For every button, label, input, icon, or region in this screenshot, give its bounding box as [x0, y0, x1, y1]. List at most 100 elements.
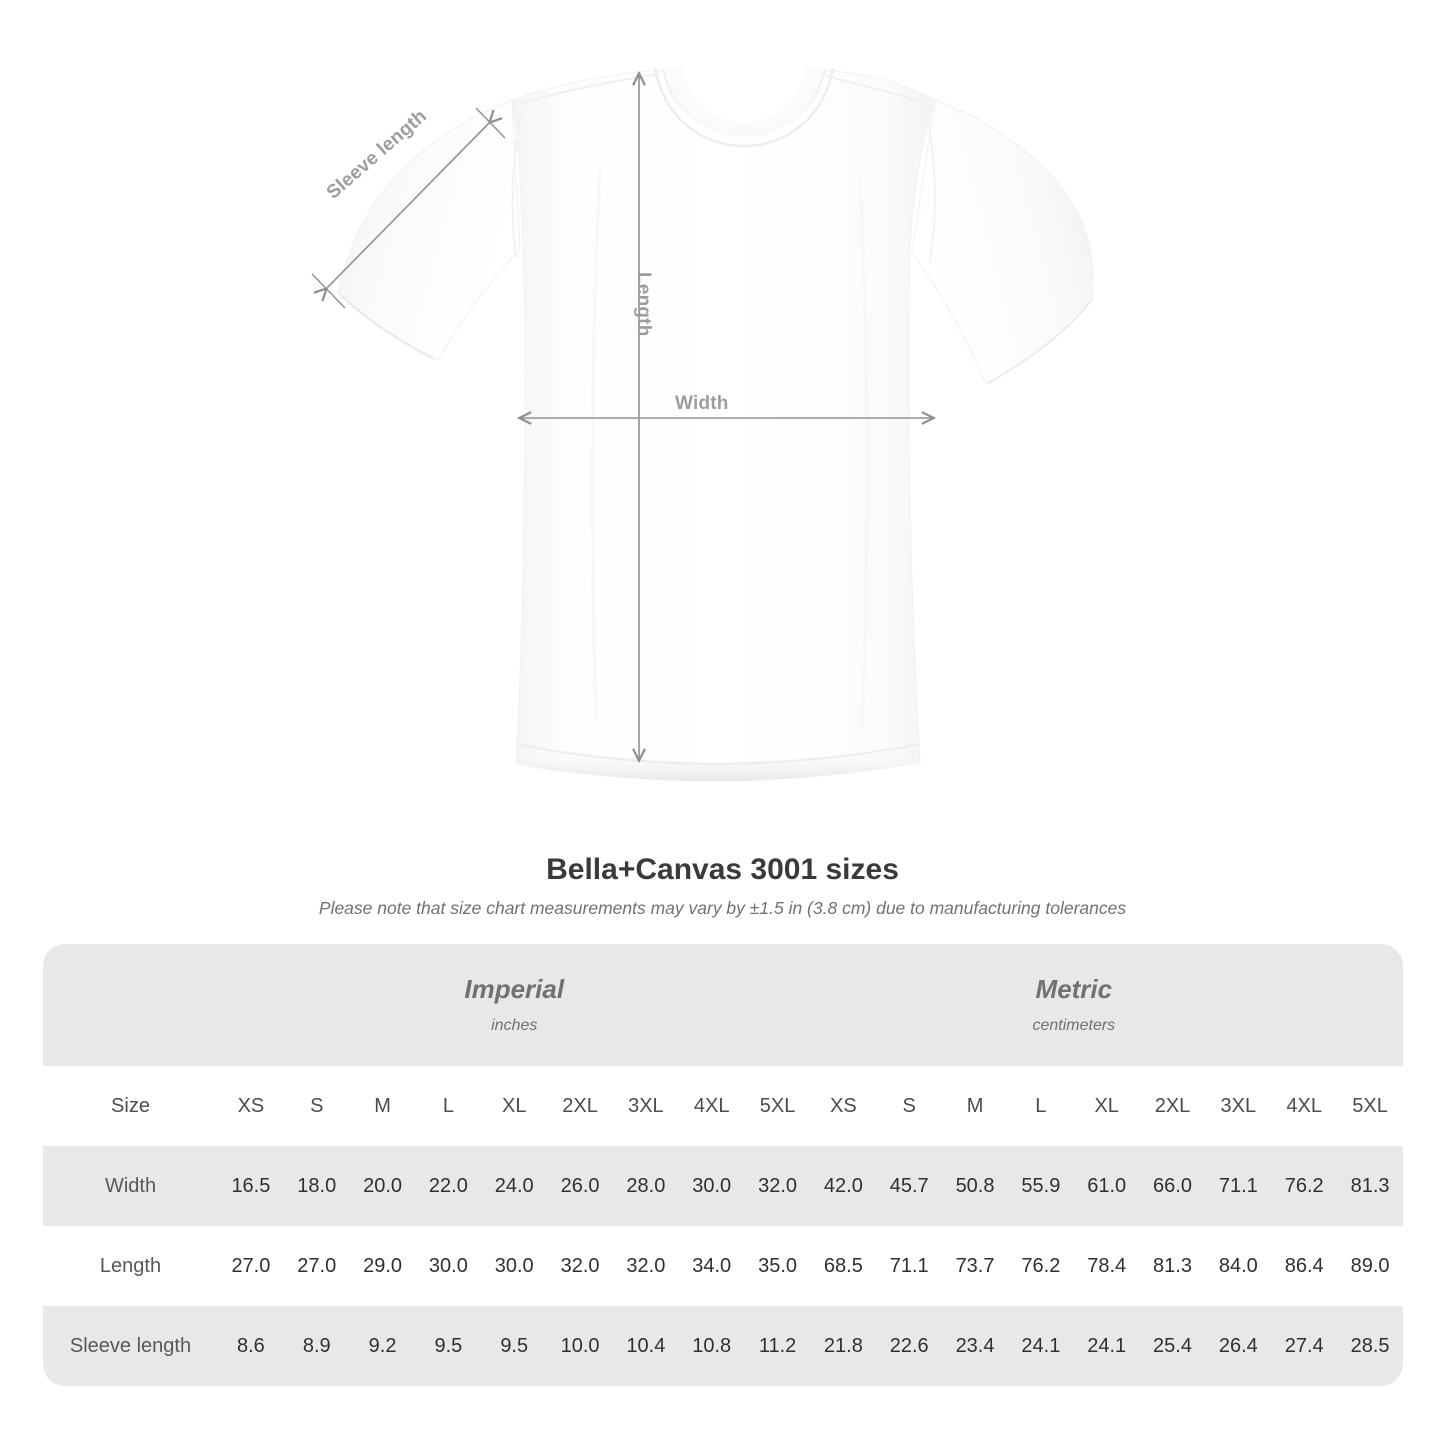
unit-imperial-sub: inches: [491, 1017, 538, 1035]
size-header-row: Size XS S M L XL 2XL 3XL 4XL 5XL XS S M …: [43, 1066, 1403, 1146]
cell-length-imperial-m: 29.0: [349, 1226, 416, 1306]
cell-sleeve-metric-2xl: 25.4: [1139, 1306, 1206, 1386]
cell-length-metric-2xl: 81.3: [1139, 1226, 1206, 1306]
cell-length-imperial-xs: 27.0: [218, 1226, 284, 1306]
cell-width-imperial-5xl: 32.0: [744, 1146, 811, 1226]
cell-length-imperial-s: 27.0: [283, 1226, 350, 1306]
cell-sleeve-imperial-s: 8.9: [283, 1306, 350, 1386]
sleeve-tick-top: [475, 107, 506, 139]
header-col-imperial-4xl: 4XL: [678, 1066, 745, 1146]
cell-sleeve-metric-l: 24.1: [1007, 1306, 1074, 1386]
unit-metric-sub: centimeters: [1032, 1017, 1116, 1035]
size-chart-table: Imperial inches Metric centimeters Size …: [43, 944, 1403, 1386]
table-row-width: Width 16.5 18.0 20.0 22.0 24.0 26.0 28.0…: [43, 1146, 1403, 1226]
tshirt-illustration: Sleeve length Length Width: [311, 67, 1094, 782]
cell-length-imperial-4xl: 34.0: [678, 1226, 745, 1306]
cell-width-metric-m: 50.8: [942, 1146, 1008, 1226]
table-row-sleeve-length: Sleeve length 8.6 8.9 9.2 9.5 9.5 10.0 1…: [43, 1306, 1403, 1386]
unit-metric-spill-cell: [1337, 944, 1403, 1066]
unit-spacer-cell: [43, 944, 218, 1066]
header-col-imperial-2xl: 2XL: [547, 1066, 613, 1146]
cell-sleeve-imperial-xl: 9.5: [481, 1306, 548, 1386]
cell-length-imperial-xl: 30.0: [481, 1226, 548, 1306]
cell-length-imperial-l: 30.0: [415, 1226, 482, 1306]
row-label-length: Length: [43, 1226, 218, 1306]
cell-length-metric-l: 76.2: [1007, 1226, 1074, 1306]
row-label-sleeve-length: Sleeve length: [43, 1306, 218, 1386]
cell-width-metric-2xl: 66.0: [1139, 1146, 1206, 1226]
cell-sleeve-imperial-5xl: 11.2: [744, 1306, 811, 1386]
cell-width-metric-3xl: 71.1: [1205, 1146, 1272, 1226]
header-col-imperial-xs: XS: [218, 1066, 284, 1146]
table-row-length: Length 27.0 27.0 29.0 30.0 30.0 32.0 32.…: [43, 1226, 1403, 1306]
cell-sleeve-imperial-xs: 8.6: [218, 1306, 284, 1386]
cell-length-imperial-2xl: 32.0: [547, 1226, 613, 1306]
measurement-arrows: [311, 74, 933, 760]
tshirt-svg: [311, 67, 1094, 782]
cell-length-metric-3xl: 84.0: [1205, 1226, 1272, 1306]
header-col-metric-4xl: 4XL: [1271, 1066, 1338, 1146]
cell-sleeve-metric-4xl: 27.4: [1271, 1306, 1338, 1386]
header-col-metric-l: L: [1007, 1066, 1074, 1146]
header-col-imperial-l: L: [415, 1066, 482, 1146]
cell-width-metric-5xl: 81.3: [1337, 1146, 1403, 1226]
header-col-imperial-5xl: 5XL: [744, 1066, 811, 1146]
cell-width-imperial-xs: 16.5: [218, 1146, 284, 1226]
header-col-metric-xs: XS: [810, 1066, 877, 1146]
cell-sleeve-metric-5xl: 28.5: [1337, 1306, 1403, 1386]
unit-imperial-name: Imperial: [464, 973, 565, 1004]
unit-group-row: Imperial inches Metric centimeters: [43, 944, 1403, 1066]
cell-width-metric-l: 55.9: [1007, 1146, 1074, 1226]
cell-sleeve-imperial-3xl: 10.4: [612, 1306, 679, 1386]
cell-sleeve-imperial-4xl: 10.8: [678, 1306, 745, 1386]
tshirt-body: [511, 67, 936, 782]
cell-width-imperial-4xl: 30.0: [678, 1146, 745, 1226]
cell-sleeve-imperial-2xl: 10.0: [547, 1306, 613, 1386]
header-col-imperial-m: M: [349, 1066, 416, 1146]
cell-length-imperial-3xl: 32.0: [612, 1226, 679, 1306]
cell-width-imperial-2xl: 26.0: [547, 1146, 613, 1226]
cell-width-metric-xl: 61.0: [1073, 1146, 1140, 1226]
cell-sleeve-metric-s: 22.6: [876, 1306, 943, 1386]
cell-sleeve-imperial-m: 9.2: [349, 1306, 416, 1386]
cell-sleeve-metric-xl: 24.1: [1073, 1306, 1140, 1386]
cell-width-imperial-s: 18.0: [283, 1146, 350, 1226]
cell-length-metric-xs: 68.5: [810, 1226, 877, 1306]
tshirt-right-sleeve: [911, 99, 1094, 385]
cell-sleeve-metric-3xl: 26.4: [1205, 1306, 1272, 1386]
width-label: Width: [675, 393, 729, 414]
header-col-metric-s: S: [876, 1066, 943, 1146]
cell-length-metric-m: 73.7: [942, 1226, 1008, 1306]
header-col-imperial-xl: XL: [481, 1066, 548, 1146]
header-col-metric-5xl: 5XL: [1337, 1066, 1403, 1146]
header-col-metric-m: M: [942, 1066, 1008, 1146]
cell-width-imperial-l: 22.0: [415, 1146, 482, 1226]
cell-length-metric-s: 71.1: [876, 1226, 943, 1306]
header-col-metric-3xl: 3XL: [1205, 1066, 1272, 1146]
sleeve-length-arrow: [326, 122, 490, 289]
cell-length-metric-4xl: 86.4: [1271, 1226, 1338, 1306]
cell-length-metric-5xl: 89.0: [1337, 1226, 1403, 1306]
cell-width-imperial-3xl: 28.0: [612, 1146, 679, 1226]
header-col-metric-2xl: 2XL: [1139, 1066, 1206, 1146]
cell-width-imperial-xl: 24.0: [481, 1146, 548, 1226]
unit-group-imperial: Imperial inches: [218, 944, 811, 1066]
unit-metric-name: Metric: [1035, 973, 1113, 1004]
tshirt-left-sleeve: [337, 99, 521, 361]
unit-group-metric: Metric centimeters: [810, 944, 1338, 1066]
cell-sleeve-metric-m: 23.4: [942, 1306, 1008, 1386]
row-label-width: Width: [43, 1146, 218, 1226]
cell-length-imperial-5xl: 35.0: [744, 1226, 811, 1306]
page-title: Bella+Canvas 3001 sizes: [546, 853, 899, 886]
cell-length-metric-xl: 78.4: [1073, 1226, 1140, 1306]
length-label: Length: [633, 272, 654, 337]
cell-width-metric-xs: 42.0: [810, 1146, 877, 1226]
cell-width-metric-4xl: 76.2: [1271, 1146, 1338, 1226]
header-size-label: Size: [43, 1066, 218, 1146]
header-col-metric-xl: XL: [1073, 1066, 1140, 1146]
tolerance-note: Please note that size chart measurements…: [318, 898, 1127, 918]
header-col-imperial-3xl: 3XL: [612, 1066, 679, 1146]
cell-width-metric-s: 45.7: [876, 1146, 943, 1226]
cell-sleeve-metric-xs: 21.8: [810, 1306, 877, 1386]
